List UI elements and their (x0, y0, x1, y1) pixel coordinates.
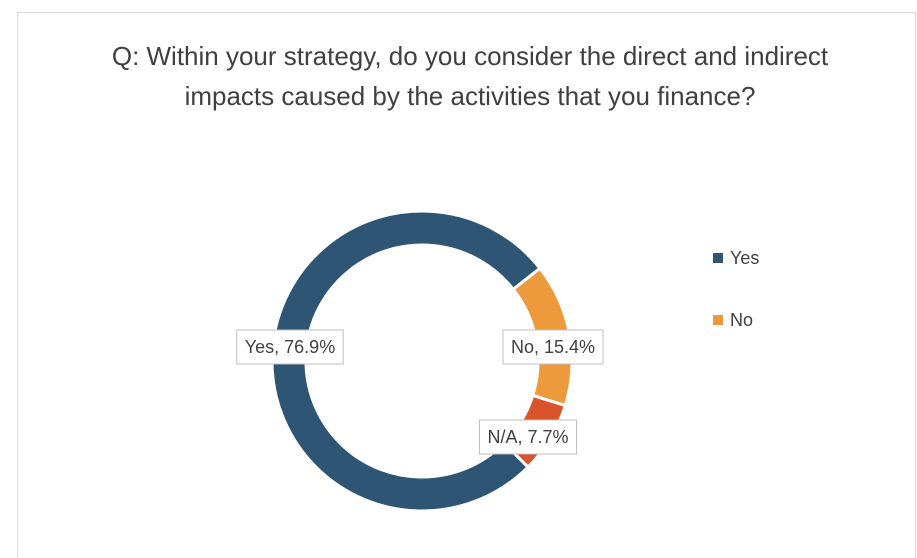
data-label-box (236, 329, 344, 365)
legend-label: No (730, 310, 753, 330)
legend-label: Yes (730, 248, 759, 268)
chart-title: Q: Within your strategy, do you consider… (111, 41, 829, 111)
data-label-box (502, 329, 604, 365)
legend-swatch (713, 315, 723, 325)
data-label: No, 15.4% (511, 337, 595, 357)
data-label-box (478, 419, 578, 455)
legend-swatch (713, 253, 723, 263)
donut-segment (270, 209, 543, 513)
data-label: N/A, 7.7% (487, 427, 568, 447)
data-label: Yes, 76.9% (245, 337, 335, 357)
